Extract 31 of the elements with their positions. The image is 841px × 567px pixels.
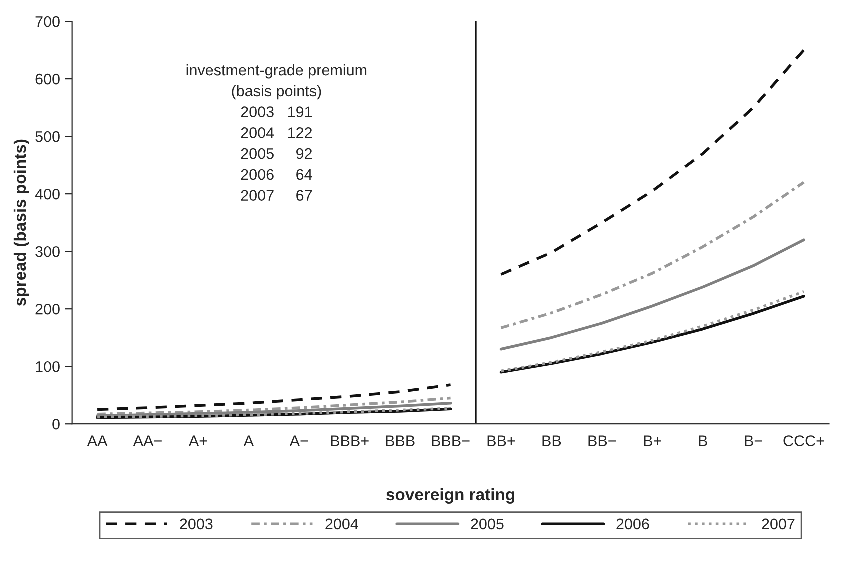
x-tick-label: B+ xyxy=(644,436,662,446)
x-tick-label: A+ xyxy=(188,436,208,446)
y-tick-label: 300 xyxy=(36,246,60,258)
legend-label: 2006 xyxy=(616,518,650,530)
y-tick-label: 0 xyxy=(52,418,60,430)
y-tick-label: 700 xyxy=(36,16,60,28)
y-tick-label: 200 xyxy=(36,304,60,315)
x-tick-label: A− xyxy=(290,436,308,446)
x-tick-label: AA− xyxy=(133,436,162,446)
x-tick-label: AA xyxy=(87,436,108,446)
y-tick-label: 600 xyxy=(36,74,60,85)
x-tick-label: BB+ xyxy=(488,436,516,446)
x-tick-label: BBB+ xyxy=(331,436,369,446)
y-tick-label: 100 xyxy=(36,361,60,372)
legend-label: 2004 xyxy=(326,518,358,530)
y-tick-label: 500 xyxy=(36,131,60,142)
x-tick-label: CCC+ xyxy=(784,436,824,446)
legend-label: 2005 xyxy=(471,518,504,530)
x-tick-label: A xyxy=(244,436,254,446)
y-tick-label: 400 xyxy=(35,188,60,200)
x-tick-label: B− xyxy=(745,436,762,446)
x-tick-label: BBB xyxy=(386,436,415,446)
x-axis-title: sovereign rating xyxy=(386,488,514,504)
legend-label: 2003 xyxy=(180,518,213,530)
x-tick-label: BB xyxy=(542,436,562,446)
x-tick-label: B xyxy=(699,436,708,446)
y-axis-title: spread (basis points) xyxy=(14,140,30,306)
legend-label: 2007 xyxy=(762,518,795,530)
annotation: investment-grade premium (basis points) 2003 191 2004 122 2005 92 2006 64 2007 67 xyxy=(186,64,367,202)
x-tick-label: BB− xyxy=(588,436,616,446)
x-tick-label: BBB− xyxy=(432,436,470,446)
